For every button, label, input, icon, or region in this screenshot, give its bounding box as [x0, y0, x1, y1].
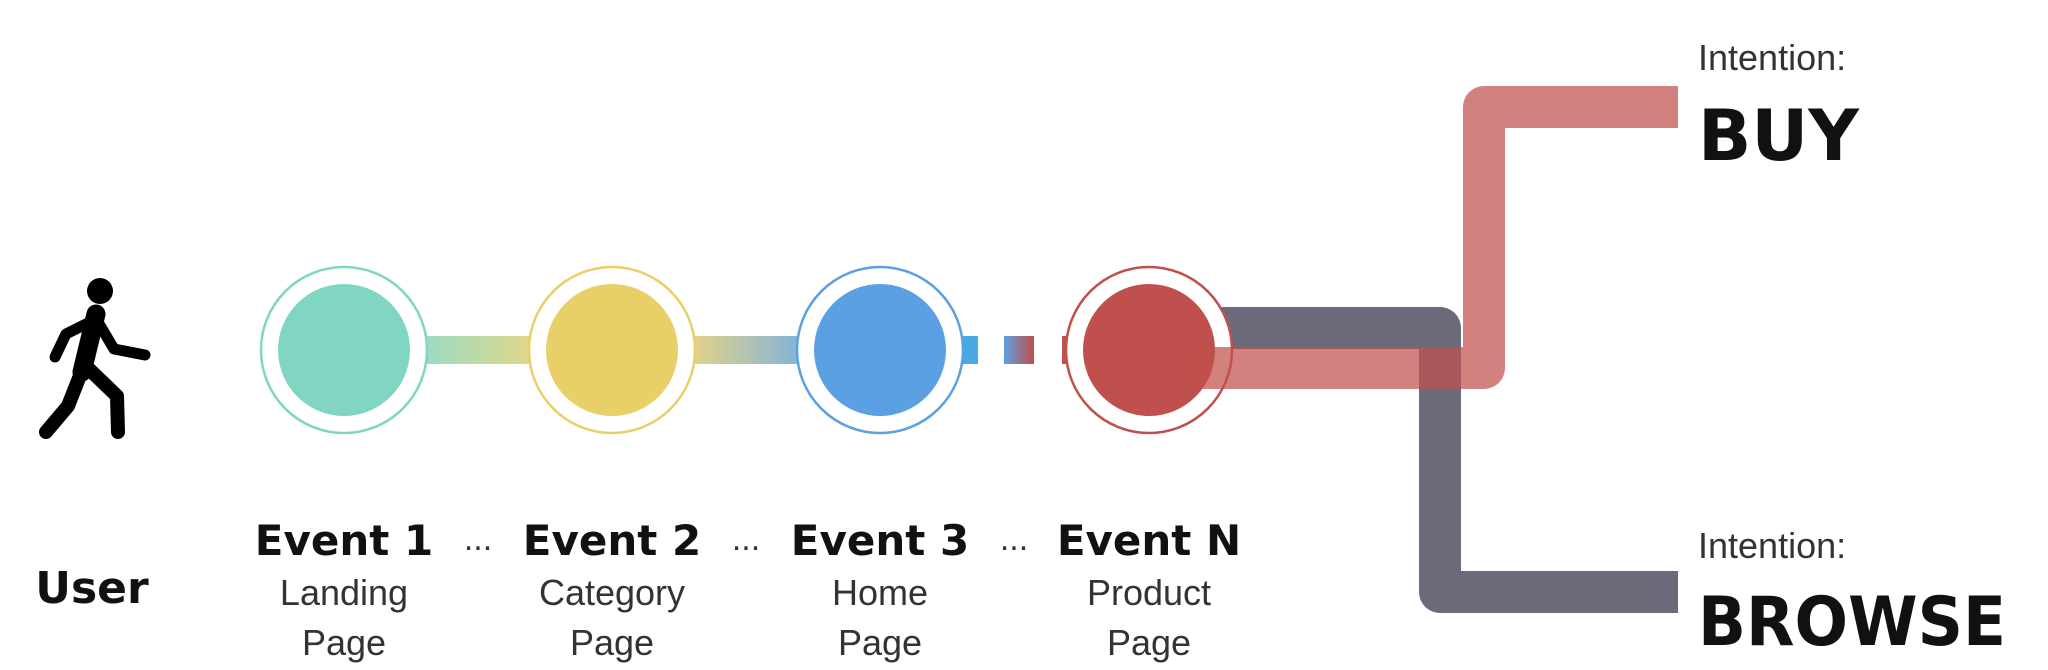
event-2-title: Event 2 — [523, 516, 701, 565]
ellipsis-1: ... — [464, 520, 492, 558]
event-1-line1: Landing — [280, 572, 408, 613]
event-n-title: Event N — [1057, 516, 1241, 565]
event-n-line1: Product — [1087, 572, 1211, 613]
event-3-line1: Home — [832, 572, 928, 613]
person-walking-icon — [39, 278, 151, 439]
browse-path — [1150, 307, 1678, 613]
event-3-title: Event 3 — [791, 516, 969, 565]
event-2-line2: Page — [570, 622, 654, 663]
event-1-line2: Page — [302, 622, 386, 663]
intention-browse-prefix: Intention: — [1698, 525, 1846, 566]
intention-buy-prefix: Intention: — [1698, 37, 1846, 78]
intention-browse-label: BROWSE — [1698, 583, 2006, 662]
connector-1-2 — [413, 336, 550, 364]
actor-label: User — [35, 563, 149, 614]
event-2-line1: Category — [539, 572, 685, 613]
intention-buy-label: BUY — [1698, 95, 1860, 177]
event-1-title: Event 1 — [255, 516, 433, 565]
event-node-n — [1064, 265, 1234, 435]
event-connectors — [413, 336, 1086, 364]
connector-dash-2 — [1004, 336, 1034, 364]
event-node-3 — [795, 265, 965, 435]
ellipsis-3: ... — [1000, 520, 1028, 558]
event-node-2 — [527, 265, 697, 435]
connector-2-3 — [681, 336, 818, 364]
event-3-line2: Page — [838, 622, 922, 663]
event-node-1 — [259, 265, 429, 435]
event-n-line2: Page — [1107, 622, 1191, 663]
buy-path — [1196, 86, 1678, 389]
ellipsis-2: ... — [732, 520, 760, 558]
